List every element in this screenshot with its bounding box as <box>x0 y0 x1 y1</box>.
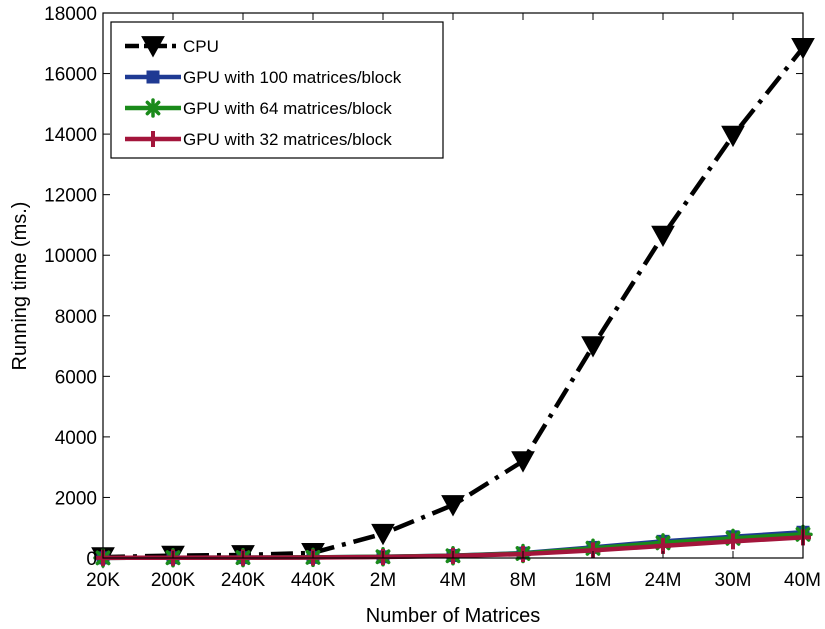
x-tick-label: 24M <box>645 570 682 591</box>
x-tick-label: 8M <box>510 570 536 591</box>
x-tick-label: 240K <box>221 570 266 591</box>
x-axis-label: Number of Matrices <box>366 605 541 627</box>
legend-label: GPU with 100 matrices/block <box>183 68 402 87</box>
x-tick-label: 4M <box>440 570 466 591</box>
data-point <box>652 226 674 246</box>
legend-label: GPU with 64 matrices/block <box>183 99 392 118</box>
x-tick-label: 30M <box>715 570 752 591</box>
legend-marker <box>145 100 161 116</box>
y-tick-label: 16000 <box>44 65 97 86</box>
legend-marker <box>147 71 159 83</box>
y-tick-label: 8000 <box>55 307 97 328</box>
data-point <box>442 496 464 516</box>
y-tick-label: 6000 <box>55 367 97 388</box>
data-point <box>582 337 604 357</box>
y-tick-label: 0 <box>86 549 97 570</box>
x-tick-label: 16M <box>575 570 612 591</box>
x-tick-label: 20K <box>86 570 120 591</box>
y-tick-label: 18000 <box>44 4 97 25</box>
y-tick-label: 10000 <box>44 246 97 267</box>
data-point <box>372 524 394 544</box>
x-tick-label: 2M <box>370 570 396 591</box>
y-tick-label: 4000 <box>55 428 97 449</box>
x-tick-label: 40M <box>784 570 821 591</box>
y-tick-label: 12000 <box>44 186 97 207</box>
x-tick-label: 440K <box>291 570 336 591</box>
x-tick-label: 200K <box>151 570 196 591</box>
legend-label: GPU with 32 matrices/block <box>183 130 392 149</box>
legend: CPU GPU with 100 matrices/block GPU with 6… <box>111 22 443 158</box>
y-tick-label: 14000 <box>44 125 97 146</box>
y-tick-label: 2000 <box>55 488 97 509</box>
y-axis-label: Running time (ms.) <box>9 202 31 371</box>
legend-label: CPU <box>183 37 219 56</box>
